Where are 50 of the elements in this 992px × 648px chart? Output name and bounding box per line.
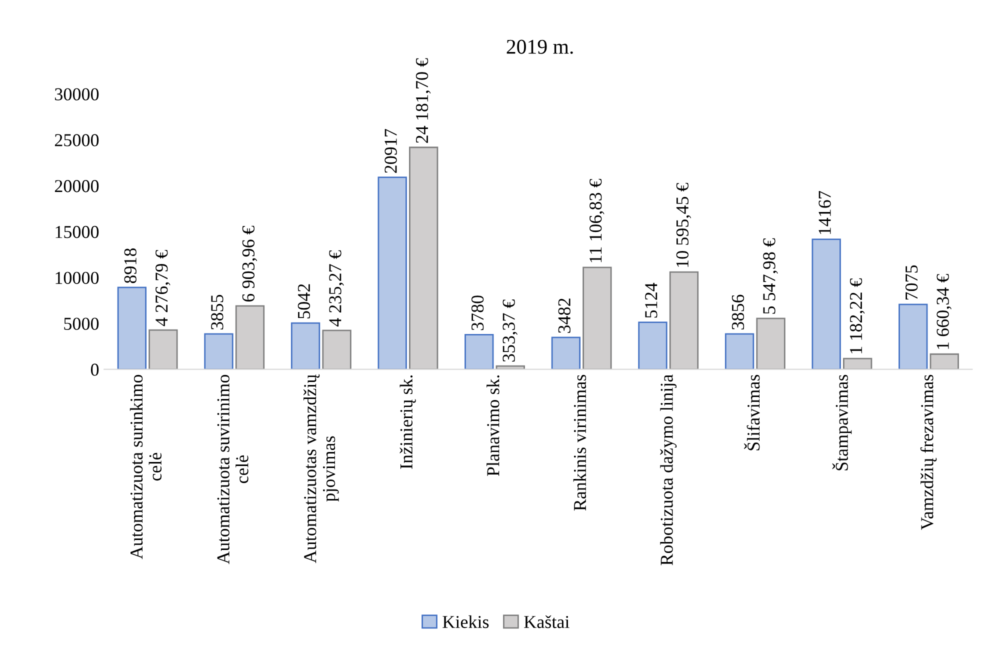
x-tick-label: Štampavimas	[832, 374, 852, 470]
data-label: 24 181,70 €	[416, 58, 431, 143]
y-tick-label: 15000	[56, 226, 99, 238]
y-tick-label: 20000	[54, 180, 99, 192]
data-label: 3855	[211, 294, 224, 330]
data-label: 1 182,22 €	[850, 278, 865, 354]
bar	[117, 286, 147, 370]
y-tick-label: 10000	[56, 272, 99, 284]
x-tick-label: Automatizuota suvirinimo celė	[217, 374, 248, 564]
data-label: 11 106,83 €	[590, 178, 604, 262]
bar	[290, 322, 320, 370]
x-tick-label: Robotizuota dažymo linija	[660, 374, 677, 566]
data-label: 5 547,98 €	[763, 238, 778, 314]
data-label: 1 660,34 €	[936, 274, 952, 349]
legend-label: Kiekis	[442, 615, 489, 628]
x-tick-label: Šlifavimas	[744, 374, 760, 450]
x-tick-label: Automatizuota surinkimo celė	[130, 374, 162, 560]
legend-label: Kaštai	[524, 615, 570, 628]
data-label: 5124	[645, 282, 658, 318]
data-label: 14167	[818, 191, 831, 234]
bar	[638, 322, 668, 370]
chart-title: 2019 m.	[506, 40, 573, 54]
bar	[464, 334, 494, 370]
bar	[724, 333, 754, 370]
data-label: 20917	[384, 129, 397, 173]
data-label: 3780	[471, 296, 484, 330]
x-tick-label: Rankinis virinimas	[573, 374, 586, 511]
data-label: 10 595,45 €	[676, 182, 692, 267]
data-label: 3856	[732, 294, 744, 330]
x-tick-label: Inžinierių sk.	[400, 375, 416, 469]
data-label: 5042	[298, 284, 310, 318]
y-tick-label: 0	[90, 364, 99, 376]
data-label: 3482	[558, 298, 570, 333]
bar	[551, 336, 581, 370]
x-tick-label: Planavimo sk.	[486, 375, 500, 476]
data-label: 7075	[905, 265, 918, 300]
y-tick-label: 30000	[55, 88, 99, 100]
x-tick-label: Automatizuotas vamzdžių pjovimas	[304, 374, 339, 564]
bar	[204, 333, 234, 370]
bar	[898, 304, 928, 370]
bar	[378, 176, 407, 370]
data-label: 4 235,27 €	[329, 250, 344, 326]
data-label: 353,37 €	[502, 300, 518, 362]
bar	[812, 238, 841, 370]
data-label: 4 276,79 €	[156, 250, 170, 326]
y-tick-label: 25000	[54, 134, 99, 146]
x-tick-label: Vamzdžių frezavimas	[920, 374, 937, 530]
data-label: 6 903,96 €	[242, 226, 258, 302]
y-tick-label: 5000	[64, 318, 99, 330]
data-label: 8918	[124, 248, 136, 284]
